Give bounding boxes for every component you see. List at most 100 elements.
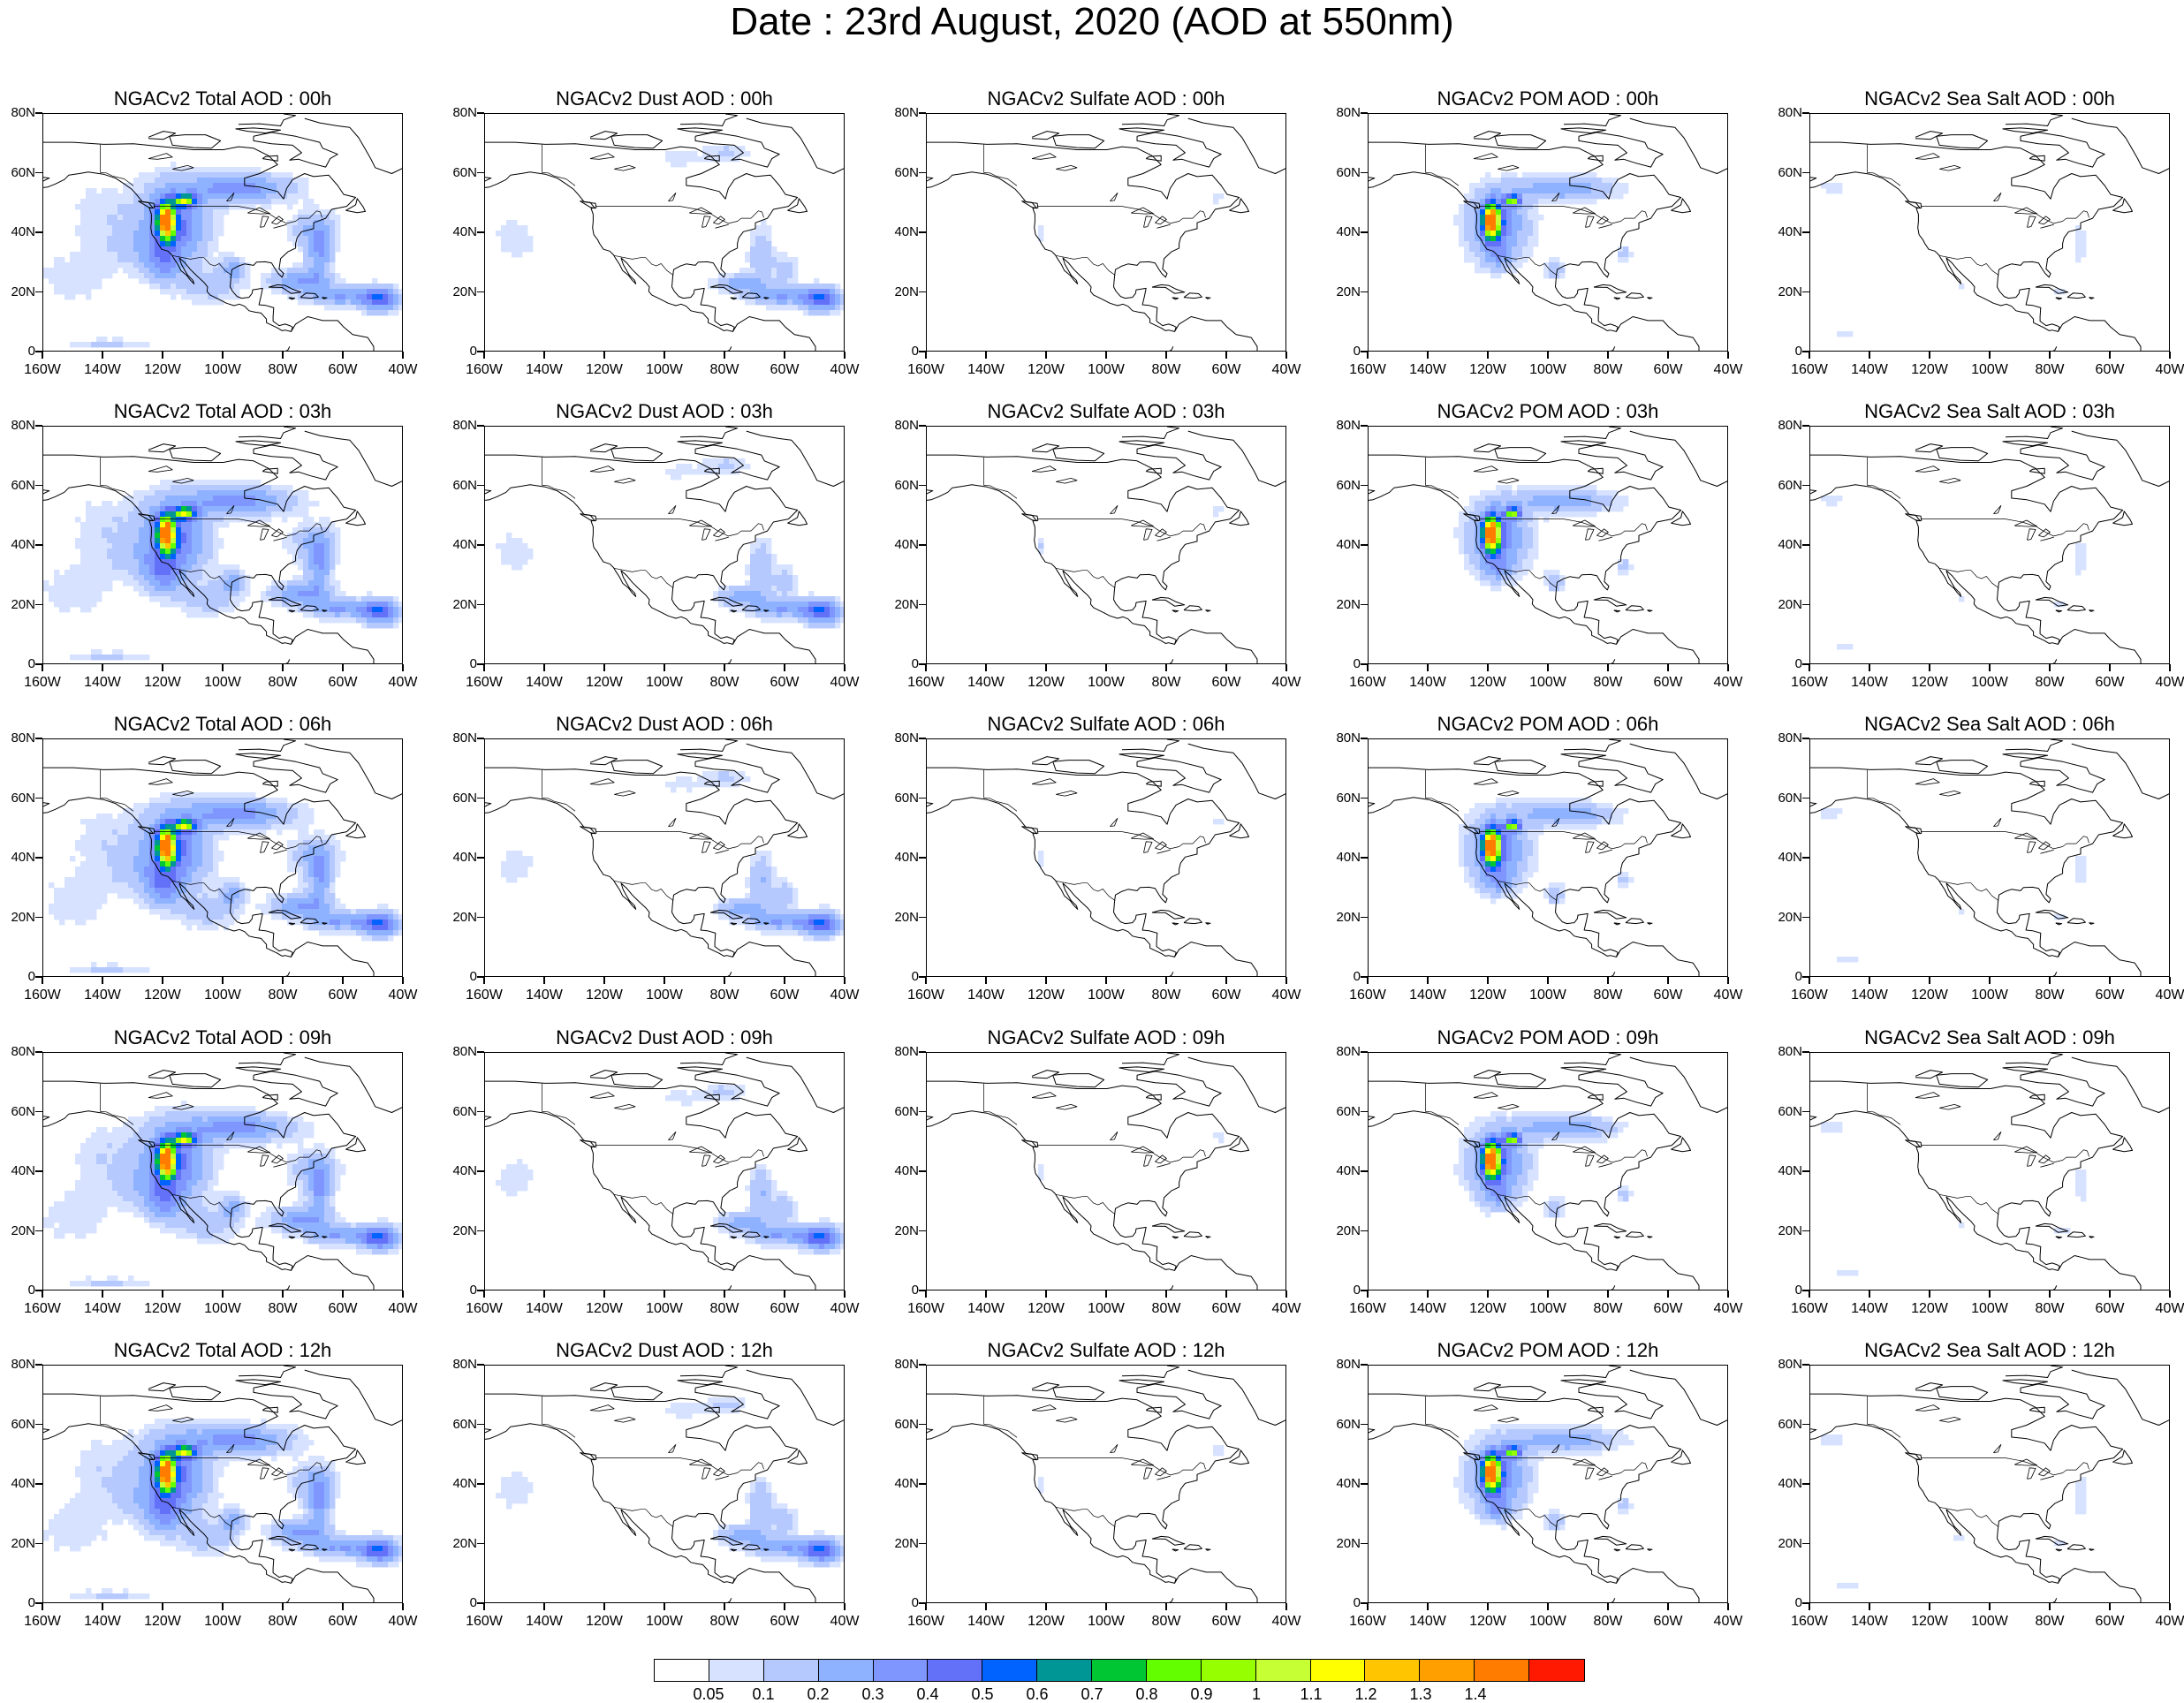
x-tick-label: 140W xyxy=(1401,1301,1454,1317)
y-tick-mark xyxy=(35,1424,42,1426)
lake-outlines xyxy=(590,466,728,541)
y-tick-label: 60N xyxy=(894,479,919,493)
y-tick-label: 40N xyxy=(452,851,477,865)
x-tick-label: 100W xyxy=(1963,988,2016,1003)
x-tick-mark xyxy=(282,977,284,984)
x-tick-label: 140W xyxy=(76,988,129,1003)
colorbar-label: 0.7 xyxy=(1065,1685,1119,1703)
y-tick-label: 40N xyxy=(1336,851,1361,865)
y-tick-label: 0 xyxy=(470,970,477,984)
y-tick-mark xyxy=(1802,857,1809,859)
y-tick-label: 80N xyxy=(11,1358,35,1372)
y-tick-label: 0 xyxy=(1354,1596,1361,1610)
x-tick-mark xyxy=(603,1290,605,1298)
x-tick-mark xyxy=(1809,977,1810,984)
y-tick-mark xyxy=(1361,291,1368,293)
x-tick-mark xyxy=(2109,664,2111,671)
y-tick-mark xyxy=(1361,604,1368,606)
y-tick-label: 40N xyxy=(452,538,477,552)
x-tick-label: 100W xyxy=(1963,1301,2016,1317)
x-tick-mark xyxy=(844,1603,846,1610)
y-tick-label: 20N xyxy=(894,598,919,612)
x-tick-label: 60W xyxy=(1200,1301,1253,1317)
lake-outlines xyxy=(590,154,728,229)
colorbar-label: 0.9 xyxy=(1175,1685,1228,1703)
y-tick-label: 80N xyxy=(1336,106,1361,120)
x-tick-label: 160W xyxy=(1783,362,1836,378)
colorbar-label: 1.4 xyxy=(1449,1685,1502,1703)
y-tick-label: 0 xyxy=(470,657,477,671)
x-tick-label: 160W xyxy=(1341,1614,1394,1630)
x-tick-mark xyxy=(1869,352,1870,359)
x-tick-mark xyxy=(1727,664,1729,671)
map-plot-area xyxy=(926,113,1286,352)
aod-map xyxy=(43,739,403,977)
y-tick-mark xyxy=(35,1543,42,1545)
x-tick-label: 60W xyxy=(1642,1614,1695,1630)
y-tick-label: 80N xyxy=(1336,1045,1361,1059)
coastlines xyxy=(1810,739,2170,977)
coastlines xyxy=(1369,427,1728,664)
panel-title: NGACv2 POM AOD : 12h xyxy=(1368,1340,1728,1361)
x-tick-mark xyxy=(1285,1290,1287,1298)
y-tick-label: 80N xyxy=(1778,731,1802,746)
y-tick-mark xyxy=(35,857,42,859)
x-tick-mark xyxy=(1427,352,1429,359)
y-tick-mark xyxy=(919,172,926,174)
y-tick-label: 60N xyxy=(894,1105,919,1119)
panel-title: NGACv2 Dust AOD : 12h xyxy=(484,1340,845,1361)
x-tick-label: 40W xyxy=(2143,675,2184,691)
x-tick-mark xyxy=(603,352,605,359)
aod-field xyxy=(43,162,403,347)
lake-outlines xyxy=(1915,154,2053,229)
y-tick-label: 0 xyxy=(28,970,35,984)
y-tick-mark xyxy=(1802,231,1809,233)
x-tick-label: 140W xyxy=(518,1301,571,1317)
map-plot-area xyxy=(1368,738,1728,977)
panel-title: NGACv2 Total AOD : 00h xyxy=(42,88,403,110)
y-tick-mark xyxy=(477,544,484,546)
x-tick-mark xyxy=(784,352,785,359)
colorbar-swatch xyxy=(1092,1660,1147,1681)
x-tick-label: 160W xyxy=(458,1301,511,1317)
x-tick-label: 40W xyxy=(1702,1614,1755,1630)
y-tick-label: 20N xyxy=(1336,285,1361,299)
colorbar-swatch xyxy=(1475,1660,1529,1681)
x-tick-mark xyxy=(1165,1290,1167,1298)
x-tick-label: 140W xyxy=(1843,675,1896,691)
x-tick-label: 160W xyxy=(1341,362,1394,378)
x-tick-mark xyxy=(1809,1603,1810,1610)
y-tick-mark xyxy=(1802,485,1809,487)
y-tick-label: 40N xyxy=(1336,1477,1361,1491)
x-tick-mark xyxy=(1427,664,1429,671)
y-tick-label: 20N xyxy=(1778,1224,1802,1238)
x-tick-mark xyxy=(844,664,846,671)
x-tick-label: 80W xyxy=(256,362,309,378)
x-tick-mark xyxy=(222,352,224,359)
x-tick-mark xyxy=(1929,664,1930,671)
country-borders xyxy=(1868,1084,2089,1215)
y-tick-label: 40N xyxy=(1778,225,1802,239)
colorbar-swatch xyxy=(1529,1660,1584,1681)
x-tick-mark xyxy=(2049,352,2051,359)
x-tick-label: 40W xyxy=(1260,988,1313,1003)
aod-field xyxy=(496,146,845,315)
y-tick-label: 0 xyxy=(1354,970,1361,984)
y-tick-label: 60N xyxy=(1336,791,1361,806)
colorbar-swatch xyxy=(1420,1660,1475,1681)
x-tick-mark xyxy=(1367,1290,1369,1298)
x-tick-label: 100W xyxy=(1521,362,1574,378)
aod-field xyxy=(43,480,403,660)
lake-outlines xyxy=(1032,154,1170,229)
x-tick-label: 160W xyxy=(1783,1301,1836,1317)
x-tick-label: 80W xyxy=(1581,1614,1634,1630)
y-tick-mark xyxy=(477,485,484,487)
aod-map xyxy=(927,1053,1286,1290)
